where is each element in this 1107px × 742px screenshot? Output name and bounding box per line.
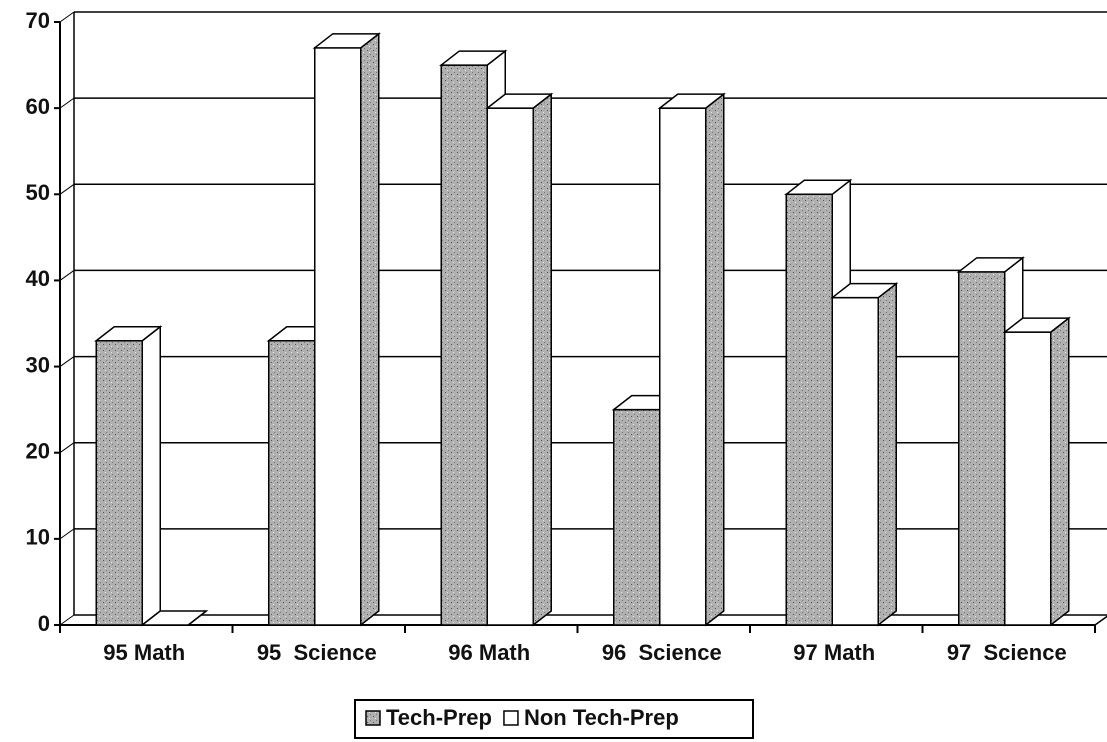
bar-side xyxy=(141,325,161,627)
grid-depth xyxy=(59,528,75,540)
bar-side xyxy=(532,92,552,627)
x-tick-label: 97 Math xyxy=(793,640,875,665)
bar-top xyxy=(439,50,508,66)
floor-edge xyxy=(1094,615,1107,626)
x-tick-label: 97 Science xyxy=(947,640,1067,665)
bar-top xyxy=(784,179,853,196)
x-tick-label: 95 Science xyxy=(257,640,377,665)
bar-top xyxy=(94,325,163,342)
grid-depth xyxy=(59,183,75,195)
grid-depth xyxy=(59,614,75,626)
bar-top xyxy=(657,93,726,109)
y-tick-label: 70 xyxy=(26,8,50,33)
bar-front xyxy=(831,296,879,626)
bar-front xyxy=(314,47,362,626)
legend: Tech-Prep Non Tech-Prep xyxy=(354,699,754,739)
x-tick-label: 96 Science xyxy=(602,640,722,665)
bar-front xyxy=(440,64,488,626)
legend-label: Non Tech-Prep xyxy=(524,705,679,730)
legend-swatch xyxy=(503,710,519,726)
legend-label: Tech-Prep xyxy=(386,705,492,730)
bar-top xyxy=(956,257,1025,273)
bar-front xyxy=(958,271,1006,626)
bar-top xyxy=(830,282,899,299)
bar-front xyxy=(659,107,707,626)
bar-top xyxy=(1002,317,1071,333)
bar-front xyxy=(1004,331,1052,626)
bar xyxy=(1002,316,1071,627)
legend-swatch xyxy=(365,710,381,726)
bar-front xyxy=(486,107,534,626)
legend-box xyxy=(354,699,754,739)
bar-side xyxy=(705,92,725,627)
bar-side xyxy=(877,282,897,627)
x-tick-label: 95 Math xyxy=(103,640,185,665)
bar xyxy=(94,325,163,627)
y-tick-label: 40 xyxy=(26,266,50,291)
grid-depth xyxy=(59,356,75,367)
bar-top xyxy=(312,33,381,49)
bar-side xyxy=(1050,316,1070,627)
bar xyxy=(657,92,726,627)
bar-front xyxy=(268,339,316,626)
bar-front xyxy=(95,339,143,626)
bar-front xyxy=(785,193,833,626)
bar-top xyxy=(485,93,554,109)
grid-depth xyxy=(59,97,75,109)
bar xyxy=(485,92,554,627)
y-tick-label: 60 xyxy=(26,94,50,119)
bar-top xyxy=(140,610,209,626)
y-tick-label: 0 xyxy=(38,611,50,636)
y-tick-label: 30 xyxy=(26,352,50,377)
bar xyxy=(312,32,381,627)
bar-side xyxy=(360,32,380,627)
y-tick-label: 10 xyxy=(26,525,50,550)
bar xyxy=(830,282,899,627)
y-tick-label: 50 xyxy=(26,180,50,205)
y-tick-label: 20 xyxy=(26,439,50,464)
bar xyxy=(140,610,209,626)
bar-front xyxy=(613,408,661,626)
grid-depth xyxy=(59,270,75,281)
x-tick-label: 96 Math xyxy=(448,640,530,665)
grid-depth xyxy=(59,11,75,23)
grid-depth xyxy=(59,442,75,454)
